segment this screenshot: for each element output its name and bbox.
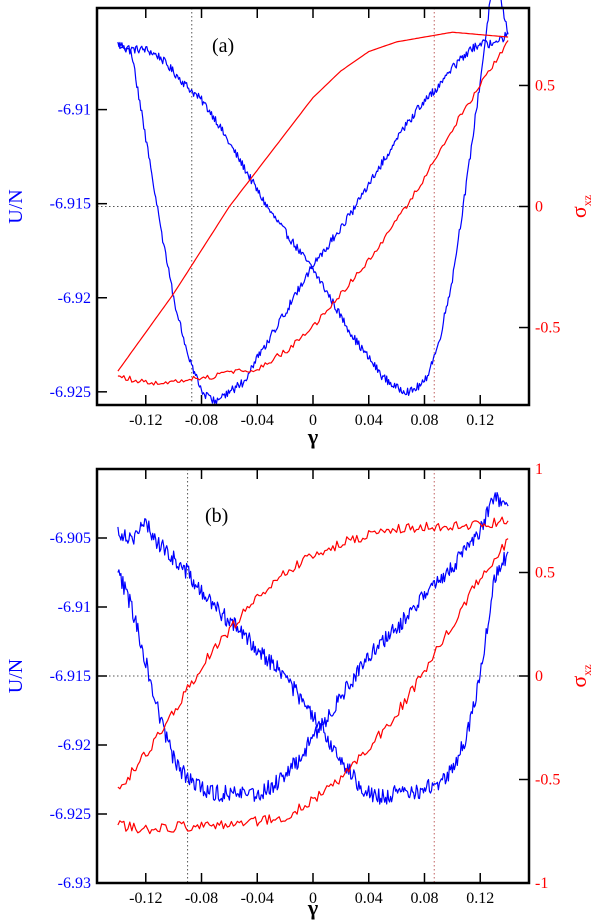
right-axis-label-sub: xz — [580, 664, 594, 675]
left-tick-label: -6.925 — [50, 384, 91, 401]
stress-series-line — [117, 516, 509, 790]
bottom-tick-label: 0 — [309, 412, 317, 429]
right-axis-ticks: -1 -0.5 0 0.5 1 — [519, 461, 560, 892]
x-axis-ticks: -0.12 -0.08 -0.04 0 0.04 0.08 0.12 — [129, 8, 494, 429]
bottom-tick-label: 0.04 — [355, 412, 383, 429]
energy-series-line — [117, 518, 509, 805]
bottom-tick-label: -0.12 — [129, 890, 162, 907]
bottom-tick-label: -0.08 — [185, 412, 218, 429]
right-tick-label: 0.5 — [535, 77, 555, 94]
bottom-tick-label: 0.04 — [355, 890, 383, 907]
left-tick-label: -6.905 — [50, 530, 91, 547]
bottom-tick-label: 0.12 — [466, 890, 494, 907]
chart-panel-a: -6.925-6.92-6.915-6.91 -0.500.5 -0.12 -0.… — [5, 0, 594, 449]
reference-lines — [97, 8, 529, 405]
right-tick-label: 0 — [535, 668, 543, 685]
stress-series-line — [117, 538, 509, 835]
left-tick-label: -6.915 — [50, 196, 91, 213]
stress-series-line — [117, 40, 509, 386]
x-axis-ticks: -0.12 -0.08 -0.04 0 0.04 0.08 0.12 — [129, 469, 494, 907]
right-axis-label-main: σ — [566, 676, 591, 688]
left-tick-label: -6.915 — [50, 668, 91, 685]
right-tick-label: 1 — [535, 461, 543, 478]
right-axis-label-main: σ — [566, 206, 591, 218]
panel-label: (a) — [212, 35, 234, 57]
right-axis-ticks: -0.5 0 0.5 — [519, 77, 560, 337]
left-tick-label: -6.92 — [58, 737, 91, 754]
left-tick-label: -6.91 — [58, 599, 91, 616]
bottom-tick-label: 0 — [309, 890, 317, 907]
series-group — [117, 492, 509, 835]
reference-lines — [97, 469, 529, 883]
right-axis-label: σxz — [566, 195, 594, 218]
chart-panel-b: -6.93 -6.925 -6.92 -6.915 -6.91 -6.905 -1 -0.5… — [5, 461, 594, 920]
right-tick-label: 0.5 — [535, 565, 555, 582]
left-tick-label: -6.92 — [58, 290, 91, 307]
right-tick-label: -0.5 — [535, 772, 560, 789]
bottom-tick-label: -0.08 — [185, 890, 218, 907]
energy-series-line — [117, 492, 509, 803]
left-axis-label: U/N — [5, 189, 27, 223]
bottom-tick-label: 0.08 — [410, 890, 438, 907]
right-axis-label: σxz — [566, 664, 594, 687]
bottom-tick-label: 0.08 — [410, 412, 438, 429]
x-axis-label: γ — [307, 895, 318, 920]
series-group — [117, 0, 509, 405]
left-tick-label: -6.93 — [58, 875, 91, 892]
left-tick-label: -6.925 — [50, 806, 91, 823]
panel-label: (b) — [205, 505, 228, 527]
energy-series-line — [117, 31, 509, 405]
bottom-tick-label: 0.12 — [466, 412, 494, 429]
stress-series-line — [117, 31, 509, 372]
left-tick-label: -6.91 — [58, 102, 91, 119]
energy-series-line — [117, 0, 509, 396]
right-axis-label-sub: xz — [580, 195, 594, 206]
left-axis-label: U/N — [5, 659, 27, 693]
right-tick-label: -0.5 — [535, 320, 560, 337]
x-axis-label: γ — [307, 424, 318, 449]
left-axis-ticks: -6.925 -6.92 -6.915 -6.91 — [50, 102, 107, 401]
bottom-tick-label: -0.04 — [241, 412, 274, 429]
bottom-tick-label: -0.04 — [241, 890, 274, 907]
left-axis-ticks: -6.93 -6.925 -6.92 -6.915 -6.91 -6.905 — [50, 530, 107, 892]
right-tick-label: 0 — [535, 199, 543, 216]
bottom-tick-label: -0.12 — [129, 412, 162, 429]
right-tick-label: -1 — [535, 875, 548, 892]
